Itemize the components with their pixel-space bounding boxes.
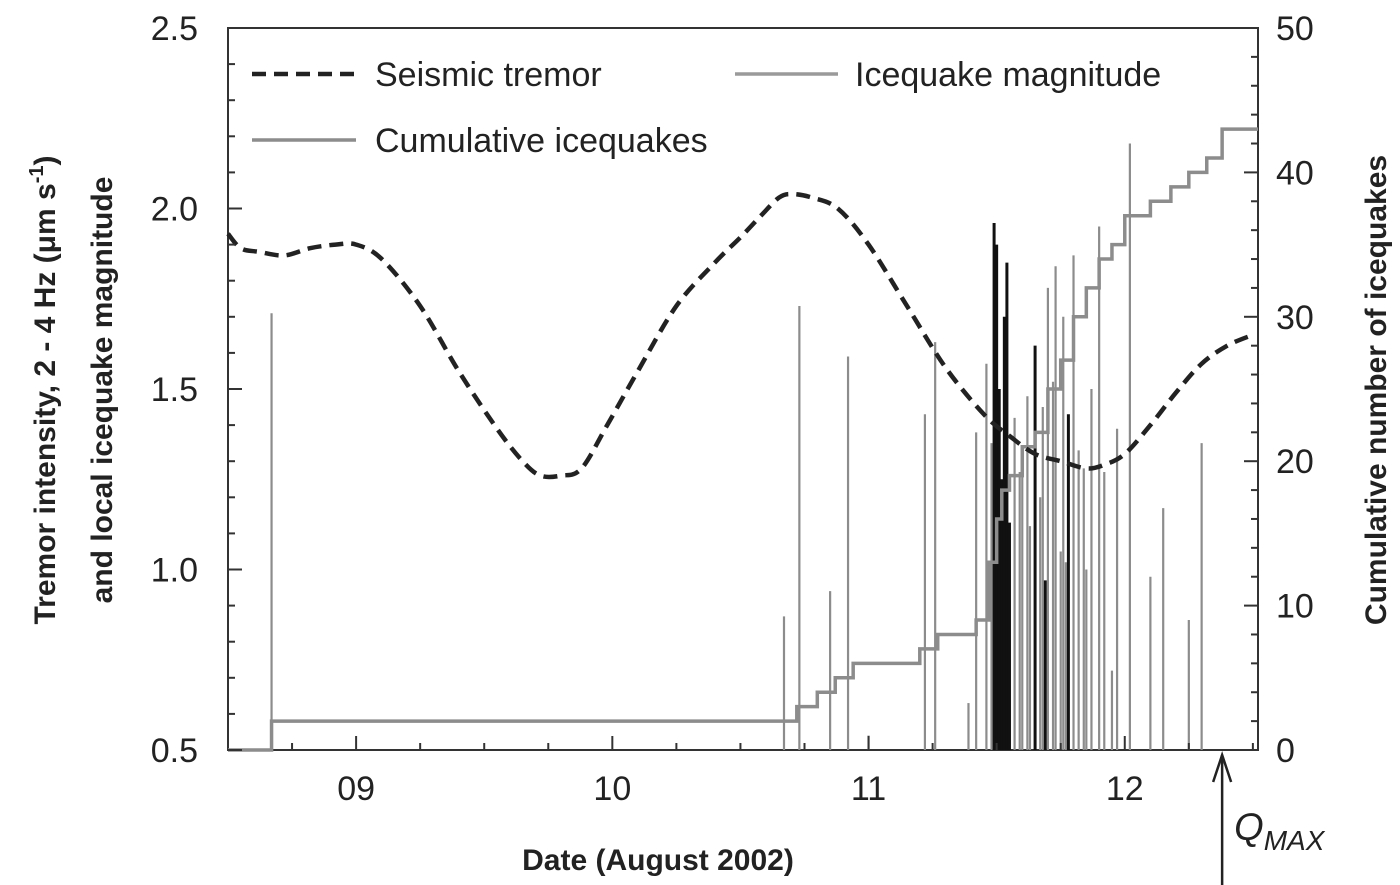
y-right-tick-label: 10 <box>1276 588 1314 626</box>
y-right-tick-label: 20 <box>1276 443 1314 481</box>
x-tick-label: 11 <box>851 770 886 808</box>
y-right-axis-title: Cumulative number of icequakes <box>1360 155 1393 625</box>
y-left-tick-label: 0.5 <box>151 732 198 770</box>
y-right-tick-label: 40 <box>1276 154 1314 192</box>
icequake-magnitude-bars <box>270 143 1203 750</box>
y-left-tick-label: 2.0 <box>151 191 198 229</box>
y-left-axis-title-line1: Tremor intensity, 2 - 4 Hz (μm s-1) <box>26 155 62 624</box>
qmax-label: QMAX <box>1234 807 1326 856</box>
qmax-label-sub: MAX <box>1264 825 1326 856</box>
y-left-tick-label: 1.0 <box>151 552 198 590</box>
y-left-axis-title-line2: and local icequake magnitude <box>86 177 119 604</box>
legend-magnitude-label: Icequake magnitude <box>855 56 1161 94</box>
legend-cumulative-label: Cumulative icequakes <box>375 122 708 160</box>
y-right-tick-label: 50 <box>1276 10 1314 48</box>
x-tick-label: 12 <box>1106 770 1144 808</box>
legend: Seismic tremor Icequake magnitude Cumula… <box>252 56 1161 160</box>
qmax-annotation: QMAX <box>1211 751 1326 885</box>
x-tick-label: 09 <box>337 770 375 808</box>
cumulative-icequakes-line <box>228 127 1258 752</box>
legend-tremor-label: Seismic tremor <box>375 56 602 94</box>
axis-ticks: 09 10 11 12 0.5 1.0 1.5 2.0 2.5 0 10 20 30 40 50 <box>151 10 1314 808</box>
seismic-tremor-line <box>226 191 1254 480</box>
qmax-arrow-head <box>1211 751 1233 783</box>
y-left-axis-title-close: ) <box>29 155 62 165</box>
y-left-tick-label: 2.5 <box>151 10 198 48</box>
y-left-tick-label: 1.5 <box>151 371 198 409</box>
qmax-label-main: Q <box>1234 807 1264 849</box>
y-left-axis-title-text: Tremor intensity, 2 - 4 Hz (μm s <box>29 183 62 624</box>
x-axis-title: Date (August 2002) <box>522 844 794 877</box>
x-tick-label: 10 <box>593 770 631 808</box>
y-right-tick-label: 30 <box>1276 299 1314 337</box>
y-right-tick-label: 0 <box>1276 732 1295 770</box>
y-left-axis-title-superscript: -1 <box>26 165 48 183</box>
